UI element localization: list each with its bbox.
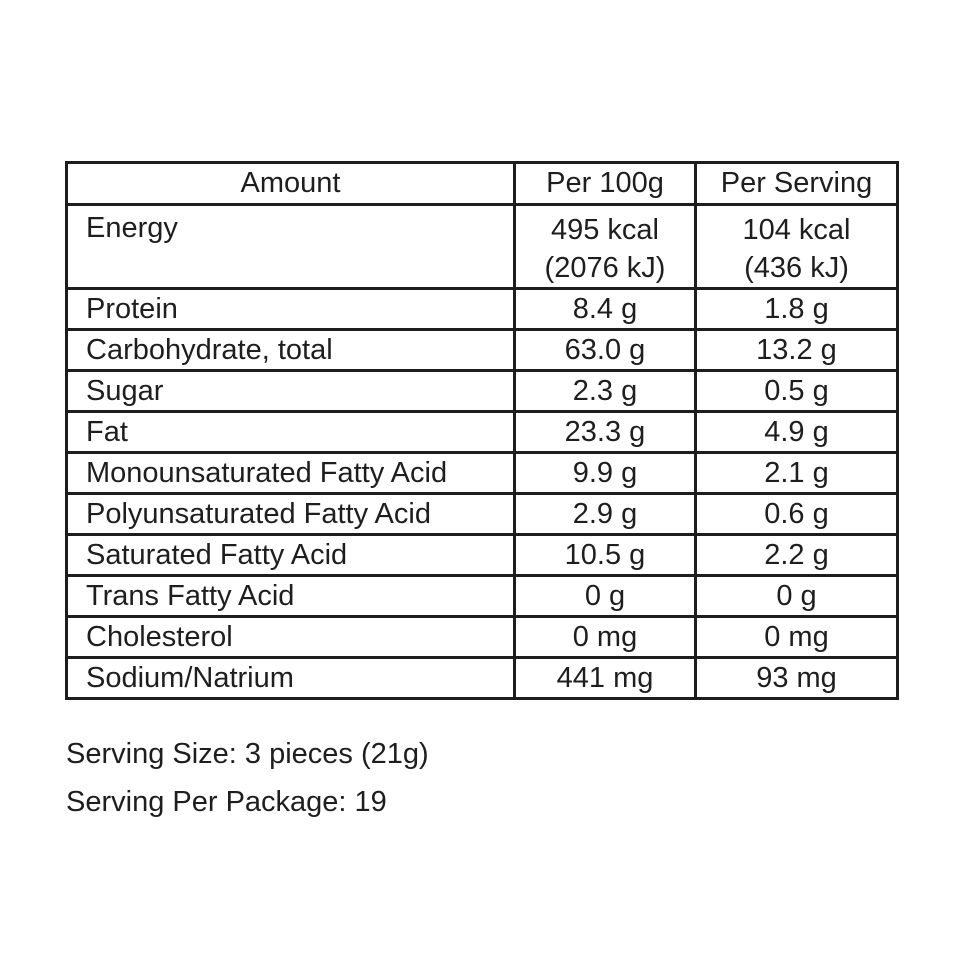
per-serving-value: 93 mg (694, 656, 899, 700)
per-serving-value: 13.2 g (694, 328, 899, 372)
table-row-sodium: Sodium/Natrium 441 mg 93 mg (65, 656, 899, 700)
nutrient-label: Saturated Fatty Acid (65, 533, 516, 577)
energy-per-100g-cell: 495 kcal (2076 kJ) (513, 203, 697, 290)
table-row-polyunsaturated: Polyunsaturated Fatty Acid 2.9 g 0.6 g (65, 492, 899, 536)
nutrition-facts-table: Amount Per 100g Per Serving Energy 495 k… (65, 161, 899, 700)
table-row-energy: Energy 495 kcal (2076 kJ) 104 kcal (436 … (65, 203, 899, 290)
per-serving-value: 0.5 g (694, 369, 899, 413)
serving-size-text: Serving Size: 3 pieces (21g) (66, 738, 429, 770)
per-serving-value: 0 g (694, 574, 899, 618)
nutrient-label: Cholesterol (65, 615, 516, 659)
nutrient-label: Energy (65, 203, 516, 290)
nutrient-label: Protein (65, 287, 516, 331)
nutrient-label: Sodium/Natrium (65, 656, 516, 700)
nutrient-label: Fat (65, 410, 516, 454)
table-row-sugar: Sugar 2.3 g 0.5 g (65, 369, 899, 413)
per-100g-value: 0 g (513, 574, 697, 618)
per-100g-value: 0 mg (513, 615, 697, 659)
table-row-protein: Protein 8.4 g 1.8 g (65, 287, 899, 331)
per-serving-value: 2.1 g (694, 451, 899, 495)
per-100g-value: 441 mg (513, 656, 697, 700)
per-100g-value: 10.5 g (513, 533, 697, 577)
per-100g-value: 8.4 g (513, 287, 697, 331)
per-100g-value: 2.3 g (513, 369, 697, 413)
nutrient-label: Polyunsaturated Fatty Acid (65, 492, 516, 536)
nutrient-label: Sugar (65, 369, 516, 413)
per-100g-value: 2.9 g (513, 492, 697, 536)
header-amount: Amount (65, 161, 516, 206)
per-100g-value: 23.3 g (513, 410, 697, 454)
nutrient-label: Monounsaturated Fatty Acid (65, 451, 516, 495)
per-serving-value: 2.2 g (694, 533, 899, 577)
per-serving-value: 4.9 g (694, 410, 899, 454)
table-row-monounsaturated: Monounsaturated Fatty Acid 9.9 g 2.1 g (65, 451, 899, 495)
energy-per-serving-cell: 104 kcal (436 kJ) (694, 203, 899, 290)
table-row-carbohydrate: Carbohydrate, total 63.0 g 13.2 g (65, 328, 899, 372)
energy-per-serving-kcal: 104 kcal (742, 214, 851, 246)
header-per-serving: Per Serving (694, 161, 899, 206)
table-row-trans-fat: Trans Fatty Acid 0 g 0 g (65, 574, 899, 618)
energy-per-serving-kj: (436 kJ) (744, 252, 849, 284)
header-per-100g: Per 100g (513, 161, 697, 206)
nutrient-label: Trans Fatty Acid (65, 574, 516, 618)
energy-per-100g-kcal: 495 kcal (550, 214, 659, 246)
table-row-saturated: Saturated Fatty Acid 10.5 g 2.2 g (65, 533, 899, 577)
serving-per-package-text: Serving Per Package: 19 (66, 786, 387, 818)
table-row-cholesterol: Cholesterol 0 mg 0 mg (65, 615, 899, 659)
energy-per-100g-kj: (2076 kJ) (544, 252, 666, 284)
per-100g-value: 63.0 g (513, 328, 697, 372)
table-header-row: Amount Per 100g Per Serving (65, 161, 899, 206)
per-100g-value: 9.9 g (513, 451, 697, 495)
per-serving-value: 1.8 g (694, 287, 899, 331)
nutrient-label: Carbohydrate, total (65, 328, 516, 372)
per-serving-value: 0.6 g (694, 492, 899, 536)
table-row-fat: Fat 23.3 g 4.9 g (65, 410, 899, 454)
per-serving-value: 0 mg (694, 615, 899, 659)
